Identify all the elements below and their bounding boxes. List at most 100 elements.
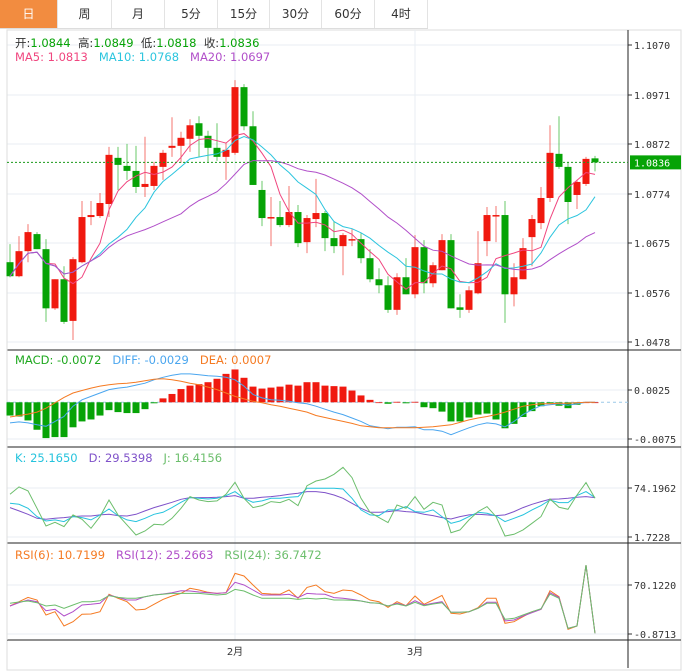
- candle-down: [456, 307, 464, 310]
- dea-line: [9, 378, 595, 429]
- macd-bar: [420, 402, 428, 408]
- macd-bar: [78, 402, 86, 422]
- candle-up: [546, 152, 554, 198]
- price-axis-label: 1.0774: [634, 190, 670, 201]
- tab-15min[interactable]: 15分: [218, 0, 270, 28]
- low-value: 1.0818: [156, 36, 197, 50]
- macd-bar: [222, 373, 230, 403]
- macd-bar: [204, 382, 212, 403]
- tab-day[interactable]: 日: [0, 0, 58, 28]
- candle-up: [438, 240, 446, 271]
- macd-bar: [384, 402, 392, 404]
- candle-down: [294, 212, 302, 244]
- macd-bar: [501, 402, 509, 429]
- macd-bar: [429, 402, 437, 409]
- tab-30min[interactable]: 30分: [270, 0, 322, 28]
- macd-bar: [474, 402, 482, 415]
- price-axis-label: 1.0971: [634, 91, 670, 102]
- macd-bar: [168, 393, 176, 403]
- candle-up: [87, 215, 95, 218]
- candle-down: [60, 279, 68, 322]
- macd-bar: [519, 402, 527, 418]
- candle-down: [591, 158, 599, 163]
- tab-5min[interactable]: 5分: [165, 0, 218, 28]
- candle-down: [366, 258, 374, 280]
- macd-bar: [42, 402, 50, 439]
- ma20-line: [9, 160, 596, 277]
- tab-month[interactable]: 月: [112, 0, 165, 28]
- macd-bar: [141, 402, 149, 410]
- tab-week[interactable]: 周: [58, 0, 112, 28]
- macd-bar: [114, 402, 122, 413]
- macd-bar: [132, 402, 140, 414]
- macd-bar: [492, 402, 500, 420]
- macd-bar: [123, 402, 131, 414]
- current-price-badge: [630, 155, 681, 170]
- macd-bar: [105, 402, 113, 411]
- macd-legend: MACD: -0.0072 DIFF: -0.0029 DEA: 0.0007: [15, 353, 271, 367]
- macd-bar: [546, 402, 554, 404]
- rsi-legend: RSI(6): 10.7199 RSI(12): 25.2663 RSI(24)…: [15, 548, 322, 562]
- rsi6-line: [9, 565, 596, 634]
- candle-up: [51, 279, 59, 309]
- candle-down: [501, 215, 509, 295]
- macd-bar: [438, 402, 446, 412]
- tab-4hour[interactable]: 4时: [375, 0, 428, 28]
- candle-down: [42, 249, 50, 309]
- candle-up: [411, 247, 419, 295]
- candle-up: [150, 165, 158, 186]
- macd-bar: [186, 385, 194, 403]
- candle-up: [582, 158, 590, 184]
- macd-bar: [321, 385, 329, 403]
- kdj-axis-label: 1.7228: [634, 533, 670, 544]
- high-label: 高:: [77, 36, 94, 50]
- candle-down: [123, 165, 131, 171]
- k-value: K: 25.1650: [15, 451, 78, 465]
- macd-bar: [375, 402, 383, 404]
- candle-down: [375, 279, 383, 286]
- macd-axis-label: 0.0025: [634, 386, 670, 397]
- ohlc-legend: 开:1.0844 高:1.0849 低:1.0818 收:1.0836: [15, 35, 259, 51]
- macd-bar: [402, 402, 410, 404]
- rsi12-value: RSI(12): 25.2663: [116, 548, 214, 562]
- macd-bar: [285, 384, 293, 403]
- macd-value: MACD: -0.0072: [15, 353, 102, 367]
- candle-up: [78, 217, 86, 263]
- tab-60min[interactable]: 60分: [322, 0, 375, 28]
- price-axis-label: 1.0478: [634, 338, 670, 349]
- price-axis-label: 1.0675: [634, 239, 670, 250]
- candle-down: [564, 166, 572, 203]
- candle-down: [321, 213, 329, 239]
- low-label: 低:: [140, 36, 157, 50]
- candle-up: [105, 154, 113, 205]
- rsi24-value: RSI(24): 36.7472: [224, 548, 322, 562]
- candle-down: [420, 247, 428, 284]
- candle-up: [96, 203, 104, 217]
- price-axis-label: 1.1070: [634, 41, 670, 52]
- ma5-value: MA5: 1.0813: [15, 50, 88, 64]
- candle-up: [465, 290, 473, 310]
- diff-line: [9, 373, 595, 436]
- period-tabs: 日 周 月 5分 15分 30分 60分 4时: [0, 0, 428, 29]
- candle-up: [519, 248, 527, 280]
- macd-bar: [69, 402, 77, 428]
- diff-value: DIFF: -0.0029: [112, 353, 189, 367]
- candle-up: [141, 183, 149, 187]
- macd-bar: [177, 389, 185, 403]
- macd-bar: [348, 390, 356, 403]
- candle-down: [132, 170, 140, 187]
- rsi24-line: [9, 565, 596, 634]
- candle-up: [231, 87, 239, 153]
- candle-down: [357, 239, 365, 259]
- candle-down: [555, 153, 563, 167]
- rsi-axis-label: -0.8713: [634, 630, 676, 641]
- candle-up: [24, 232, 32, 252]
- candle-up: [159, 152, 167, 167]
- candle-down: [402, 277, 410, 295]
- open-value: 1.0844: [30, 36, 71, 50]
- candle-up: [348, 239, 356, 241]
- ma10-value: MA10: 1.0768: [98, 50, 180, 64]
- candle-up: [510, 277, 518, 295]
- macd-bar: [330, 386, 338, 403]
